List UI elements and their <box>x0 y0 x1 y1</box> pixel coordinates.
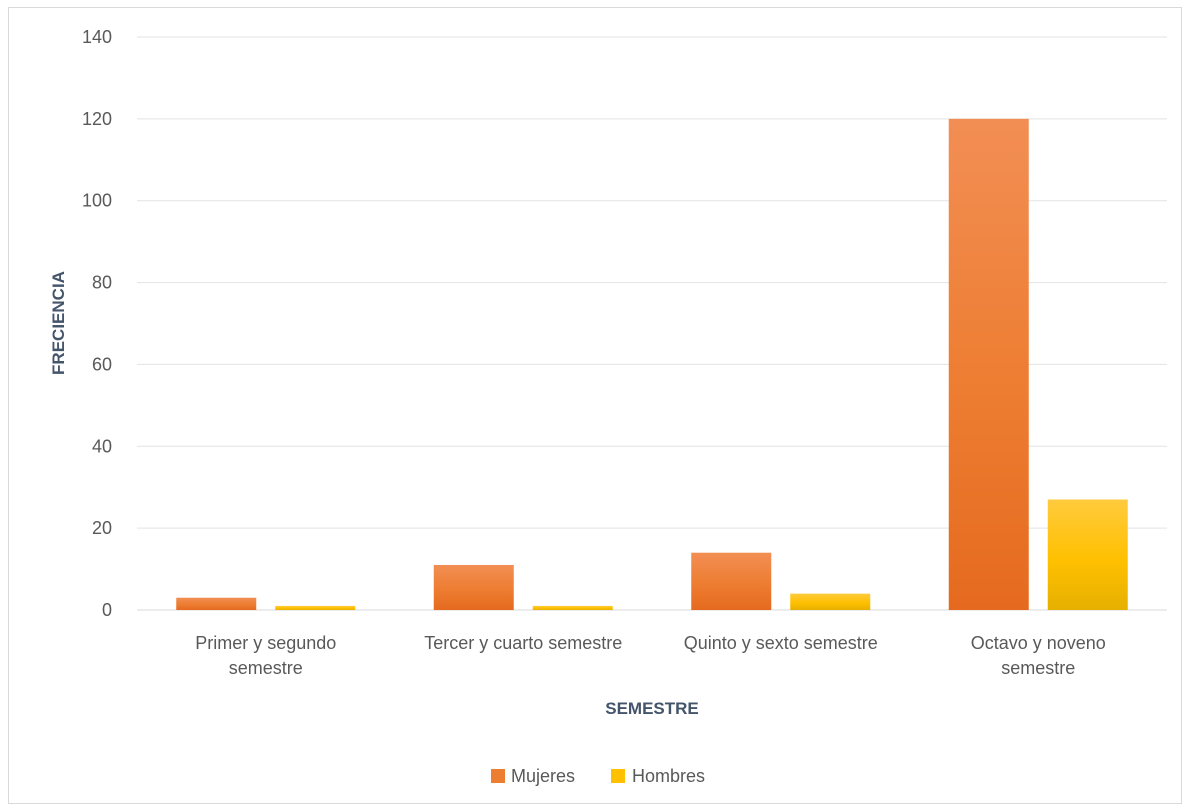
bar-mujeres-4 <box>948 118 1029 610</box>
bar-hombres-2 <box>532 605 613 610</box>
legend-swatch-mujeres <box>491 769 505 783</box>
legend-swatch-hombres <box>611 769 625 783</box>
y-tick-label: 120 <box>82 109 112 129</box>
y-tick-label: 40 <box>92 436 112 456</box>
y-tick-label: 20 <box>92 518 112 538</box>
y-tick-label: 100 <box>82 191 112 211</box>
x-tick-label: Tercer y cuarto semestre <box>424 633 622 653</box>
bar-mujeres-1 <box>176 597 257 610</box>
bar-hombres-3 <box>790 593 871 610</box>
x-tick-label: Octavo y noveno semestre <box>971 633 1106 678</box>
legend-label-mujeres: Mujeres <box>511 766 575 786</box>
y-tick-label: 0 <box>102 600 112 620</box>
x-axis-title: SEMESTRE <box>605 699 699 718</box>
x-tick-label: Quinto y sexto semestre <box>684 633 878 653</box>
legend: Mujeres Hombres <box>491 766 705 786</box>
x-axis-ticks: Primer y segundo semestre Tercer y cuarto … <box>195 633 1106 678</box>
bar-hombres-4 <box>1047 499 1128 610</box>
y-tick-label: 140 <box>82 27 112 47</box>
y-tick-label: 60 <box>92 354 112 374</box>
y-axis-title: FRECIENCIA <box>49 271 68 375</box>
x-tick-label: Primer y segundo semestre <box>195 633 336 678</box>
y-tick-label: 80 <box>92 273 112 293</box>
bar-mujeres-2 <box>433 564 514 610</box>
legend-label-hombres: Hombres <box>632 766 705 786</box>
y-axis-ticks: 0 20 40 60 80 100 120 140 <box>82 27 112 620</box>
bars <box>176 118 1128 610</box>
bar-hombres-1 <box>275 605 356 610</box>
bar-mujeres-3 <box>691 552 772 610</box>
